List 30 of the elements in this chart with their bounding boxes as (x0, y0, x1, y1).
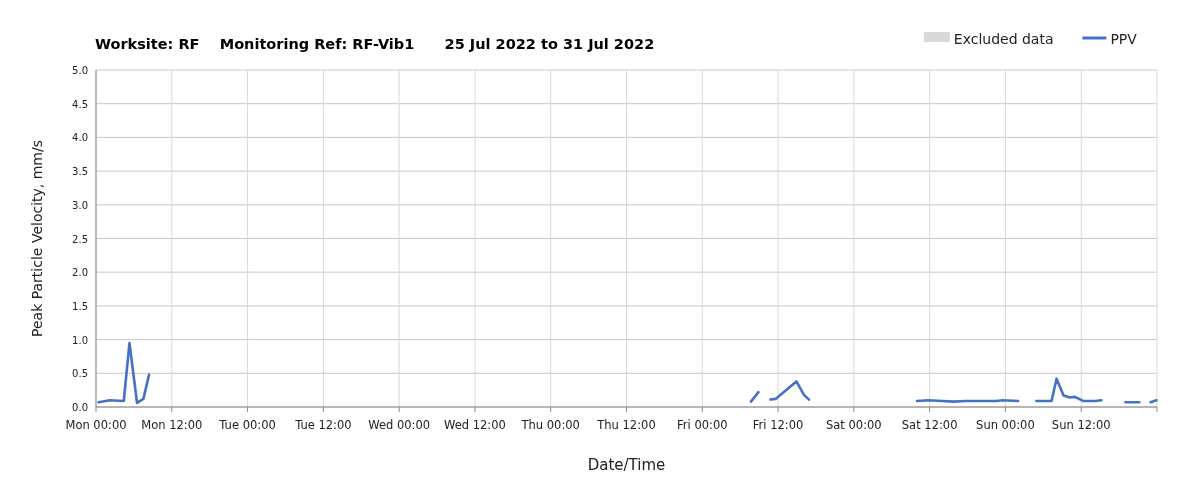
x-tick-label: Sat 00:00 (826, 418, 882, 432)
x-tick-label: Fri 12:00 (752, 418, 804, 432)
x-tick-label: Wed 00:00 (368, 418, 431, 432)
x-tick-label: Fri 00:00 (677, 418, 728, 432)
y-tick-label: 5.0 (72, 65, 88, 76)
y-tick-label: 4.0 (72, 132, 88, 144)
y-tick-label: 2.0 (72, 267, 88, 279)
chart-title: Worksite: RF Monitoring Ref: RF-Vib1 25 Jul 2022 to 31 Jul 2022 (95, 36, 655, 52)
x-tick-label: Thu 12:00 (596, 418, 656, 432)
x-tick-label: Tue 00:00 (218, 418, 276, 432)
x-axis-title: Date/Time (587, 456, 666, 474)
y-tick-label: 1.5 (72, 300, 88, 312)
y-tick-label: 3.0 (72, 199, 88, 211)
y-tick-label: 4.5 (72, 98, 88, 110)
x-tick-label: Sun 12:00 (1051, 418, 1111, 432)
x-tick-label: Thu 00:00 (520, 418, 580, 432)
y-tick-label: 1.0 (72, 334, 88, 346)
x-tick-label: Sat 12:00 (901, 418, 958, 432)
x-tick-label: Tue 12:00 (294, 418, 352, 432)
x-tick-label: Sun 00:00 (976, 418, 1035, 432)
legend-label: PPV (1110, 31, 1138, 47)
legend-label: Excluded data (953, 31, 1054, 47)
y-tick-label: 0.5 (72, 368, 88, 380)
x-tick-label: Mon 12:00 (141, 418, 203, 432)
x-tick-label: Mon 00:00 (65, 418, 127, 432)
x-tick-label: Wed 12:00 (443, 418, 506, 432)
y-tick-label: 2.5 (72, 233, 88, 245)
y-tick-label: 0.0 (72, 402, 88, 413)
y-axis-title: Peak Particle Velocity, mm/s (29, 140, 45, 337)
y-tick-label: 3.5 (72, 166, 88, 178)
